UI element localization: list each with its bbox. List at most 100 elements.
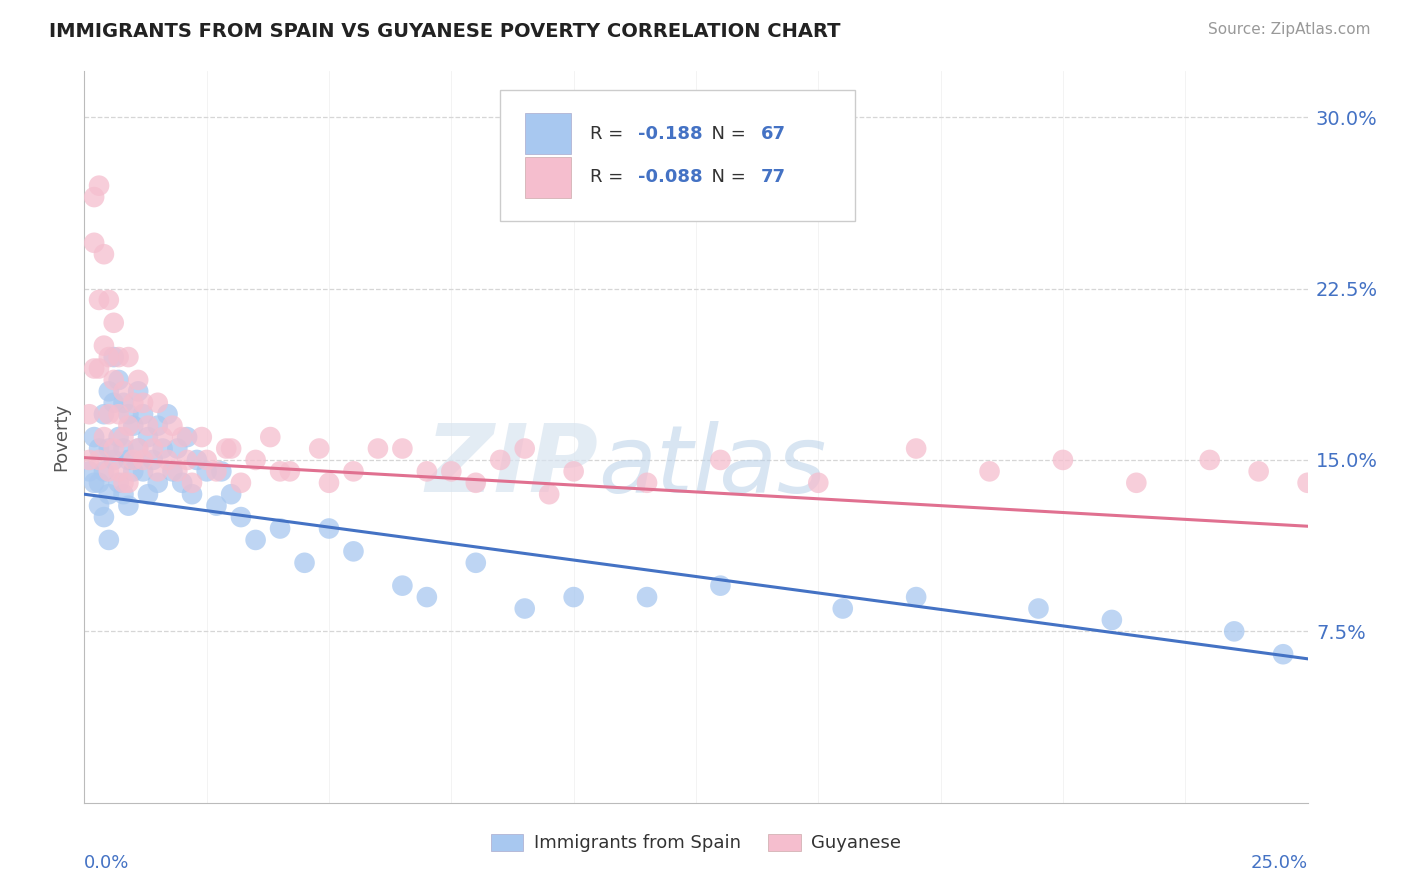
Point	[308, 442, 330, 456]
Point	[416, 590, 439, 604]
Point	[176, 453, 198, 467]
Point	[416, 464, 439, 478]
Point	[1247, 464, 1270, 478]
Point	[112, 475, 135, 490]
Point	[1125, 475, 1147, 490]
Point	[1296, 475, 1319, 490]
Point	[152, 442, 174, 456]
Point	[97, 407, 120, 421]
Point	[440, 464, 463, 478]
Point	[464, 556, 486, 570]
Point	[122, 453, 145, 467]
Point	[117, 453, 139, 467]
Point	[97, 464, 120, 478]
Legend: Immigrants from Spain, Guyanese: Immigrants from Spain, Guyanese	[484, 826, 908, 860]
Point	[318, 521, 340, 535]
Point	[83, 430, 105, 444]
Point	[245, 453, 267, 467]
Point	[87, 475, 110, 490]
Point	[87, 293, 110, 307]
Text: N =: N =	[700, 125, 751, 143]
Point	[103, 453, 125, 467]
Point	[278, 464, 301, 478]
Point	[107, 475, 129, 490]
Point	[136, 487, 159, 501]
Point	[77, 464, 100, 478]
Point	[513, 601, 536, 615]
Point	[93, 510, 115, 524]
Point	[636, 475, 658, 490]
Point	[97, 350, 120, 364]
Point	[97, 442, 120, 456]
Text: 25.0%: 25.0%	[1250, 854, 1308, 872]
Point	[464, 475, 486, 490]
Text: Source: ZipAtlas.com: Source: ZipAtlas.com	[1208, 22, 1371, 37]
Point	[107, 464, 129, 478]
Point	[122, 396, 145, 410]
Point	[1101, 613, 1123, 627]
Point	[93, 430, 115, 444]
Point	[146, 418, 169, 433]
Point	[709, 453, 731, 467]
Point	[107, 350, 129, 364]
Point	[367, 442, 389, 456]
Point	[83, 475, 105, 490]
Point	[905, 442, 928, 456]
Text: atlas: atlas	[598, 421, 827, 512]
Text: N =: N =	[700, 169, 751, 186]
Point	[146, 464, 169, 478]
Point	[117, 407, 139, 421]
Point	[83, 190, 105, 204]
Point	[122, 418, 145, 433]
Point	[107, 430, 129, 444]
Point	[1198, 453, 1220, 467]
Point	[97, 487, 120, 501]
Point	[342, 544, 364, 558]
Text: ZIP: ZIP	[425, 420, 598, 512]
Point	[162, 464, 184, 478]
Point	[132, 453, 155, 467]
FancyBboxPatch shape	[501, 90, 855, 221]
Text: IMMIGRANTS FROM SPAIN VS GUYANESE POVERTY CORRELATION CHART: IMMIGRANTS FROM SPAIN VS GUYANESE POVERT…	[49, 22, 841, 41]
Point	[269, 521, 291, 535]
Point	[391, 579, 413, 593]
Point	[245, 533, 267, 547]
Point	[107, 407, 129, 421]
Point	[215, 442, 238, 456]
Point	[205, 499, 228, 513]
Point	[117, 475, 139, 490]
Point	[112, 384, 135, 399]
Point	[112, 396, 135, 410]
Text: -0.188: -0.188	[638, 125, 703, 143]
Point	[181, 487, 204, 501]
Point	[136, 418, 159, 433]
Point	[156, 407, 179, 421]
Point	[162, 418, 184, 433]
Point	[142, 442, 165, 456]
Point	[87, 178, 110, 193]
Point	[172, 475, 194, 490]
Point	[513, 442, 536, 456]
Point	[112, 487, 135, 501]
Point	[709, 579, 731, 593]
Point	[191, 430, 214, 444]
Point	[142, 453, 165, 467]
Point	[831, 601, 853, 615]
Point	[1052, 453, 1074, 467]
Point	[112, 430, 135, 444]
Point	[205, 464, 228, 478]
Point	[146, 396, 169, 410]
Text: 77: 77	[761, 169, 786, 186]
Point	[93, 407, 115, 421]
Point	[103, 373, 125, 387]
Point	[93, 464, 115, 478]
Point	[489, 453, 512, 467]
Point	[83, 235, 105, 250]
Point	[103, 316, 125, 330]
Point	[318, 475, 340, 490]
Point	[117, 350, 139, 364]
Text: -0.088: -0.088	[638, 169, 703, 186]
Point	[146, 475, 169, 490]
Point	[195, 464, 218, 478]
Point	[562, 590, 585, 604]
